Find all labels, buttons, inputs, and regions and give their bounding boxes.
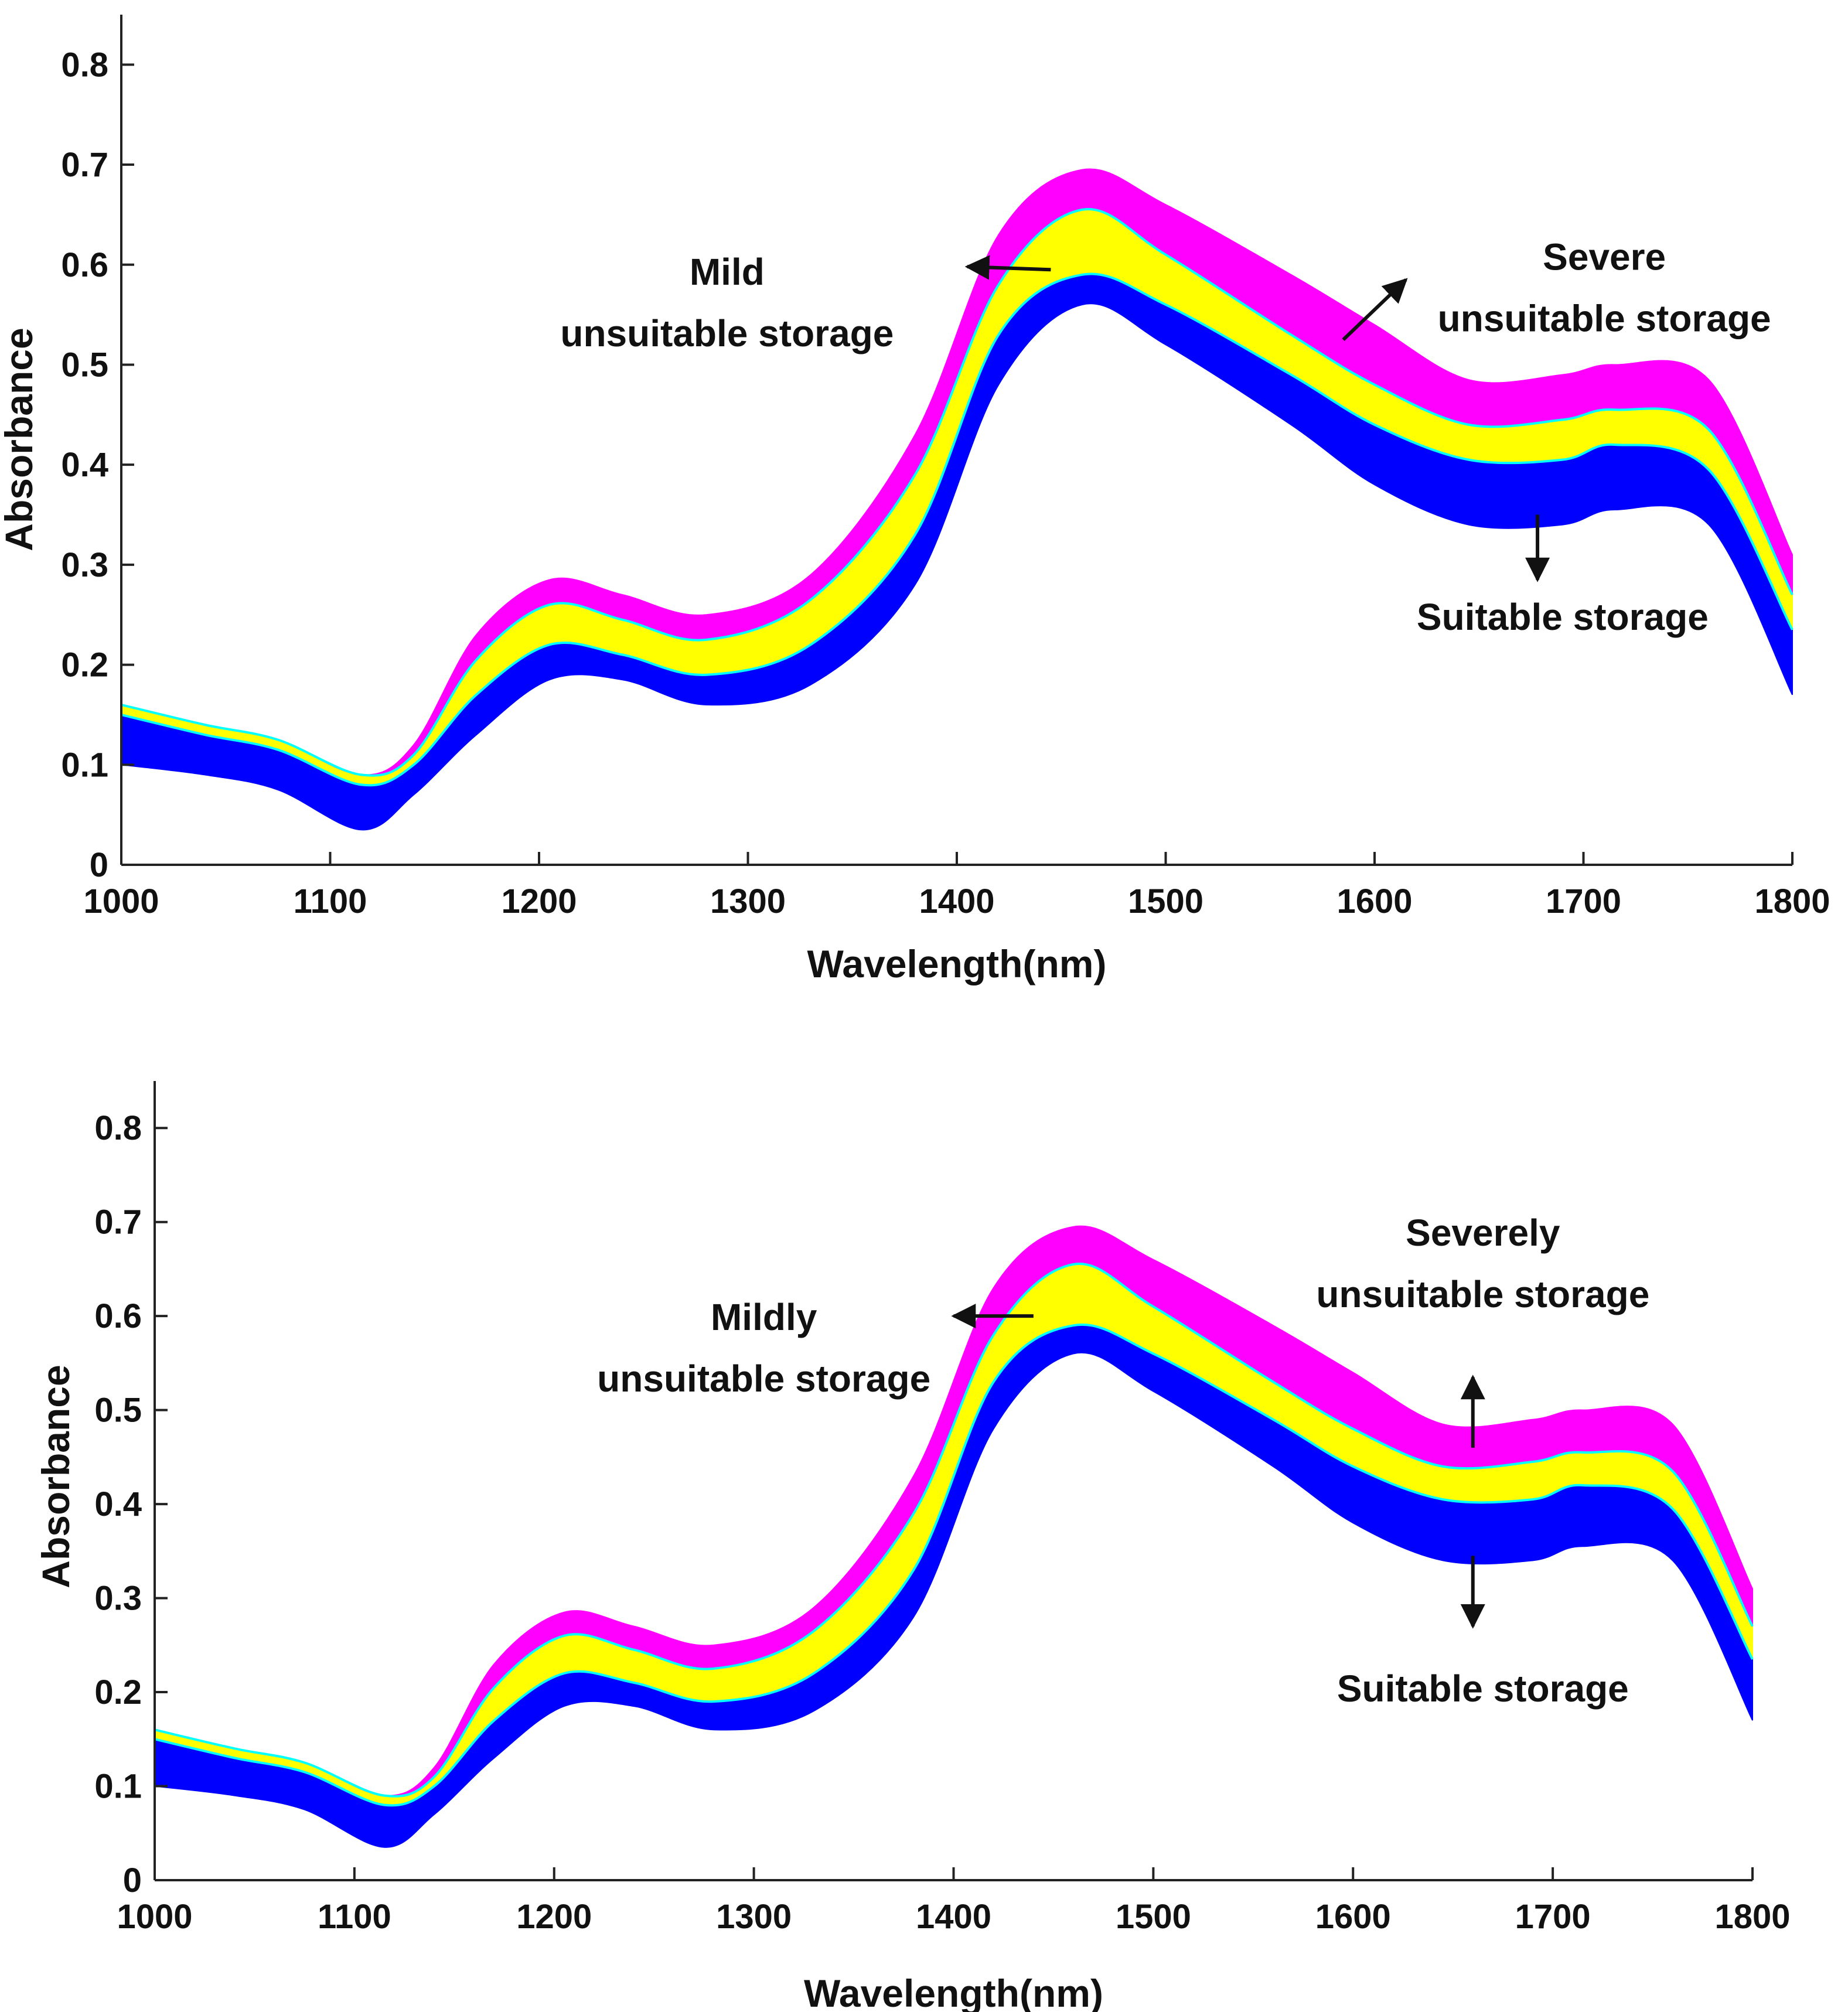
- annotation-severe-arrow: [1342, 278, 1408, 341]
- y-tick-label: 0.3: [61, 546, 108, 584]
- x-tick-label: 1800: [1714, 1898, 1790, 1936]
- x-tick-label: 1700: [1546, 882, 1621, 920]
- y-tick-label: 0.4: [61, 446, 108, 484]
- annotation-mild-label: Mildly: [711, 1296, 817, 1338]
- x-tick-label: 1000: [117, 1898, 192, 1936]
- y-tick-label: 0.1: [61, 746, 108, 784]
- x-tick-label: 1400: [916, 1898, 991, 1936]
- x-tick-label: 1600: [1336, 882, 1412, 920]
- x-tick-label: 1300: [716, 1898, 792, 1936]
- annotation-suitable-label: Suitable storage: [1337, 1667, 1629, 1710]
- band-edge-mild: [121, 207, 1794, 777]
- annotation-severe-label: unsuitable storage: [1316, 1273, 1649, 1315]
- y-tick-label: 0.4: [94, 1485, 142, 1523]
- y-tick-label: 0: [123, 1861, 142, 1900]
- y-tick-label: 0.6: [94, 1297, 142, 1335]
- annotation-suitable-label: Suitable storage: [1417, 596, 1709, 638]
- x-tick-label: 1300: [710, 882, 786, 920]
- y-tick-label: 0.5: [94, 1392, 142, 1430]
- x-tick-label: 1100: [294, 882, 367, 920]
- band-edge-suitable: [121, 272, 1794, 787]
- x-tick-label: 1500: [1116, 1898, 1191, 1936]
- band-edge-mild: [154, 1263, 1754, 1798]
- y-tick-label: 0: [90, 846, 108, 884]
- y-tick-label: 0.5: [61, 346, 108, 384]
- annotation-mild-arrow: [964, 255, 1051, 280]
- y-tick-label: 0.7: [61, 146, 108, 184]
- x-tick-label: 1500: [1128, 882, 1203, 920]
- x-tick-label: 1700: [1515, 1898, 1591, 1936]
- chart-1: 1000 1100 1200 1300 1400 1500 1600 1700 1800 0 0.1…: [0, 15, 1830, 985]
- x-tick-label: 1800: [1754, 882, 1830, 920]
- y-axis-title: Absorbance: [34, 1365, 77, 1588]
- x-tick-label: 1000: [83, 882, 159, 920]
- x-axis-title: Wavelength(nm): [807, 942, 1107, 985]
- band-edge-suitable: [154, 1323, 1754, 1807]
- y-tick-label: 0.1: [94, 1768, 142, 1806]
- annotation-mild-label: unsuitable storage: [597, 1358, 930, 1400]
- annotation-mild-label: unsuitable storage: [560, 312, 894, 354]
- annotation-mild-label: Mild: [690, 251, 765, 293]
- chart-2: 1000 1100 1200 1300 1400 1500 1600 1700 1800 0 0.1…: [34, 1081, 1791, 2012]
- x-tick-label: 1200: [516, 1898, 592, 1936]
- y-tick-label: 0.6: [61, 246, 108, 284]
- annotation-severe-label: Severely: [1406, 1212, 1560, 1254]
- annotation-severe-label: Severe: [1543, 236, 1666, 278]
- y-tick-label: 0.7: [94, 1203, 142, 1242]
- annotation-severe-label: unsuitable storage: [1438, 297, 1771, 339]
- y-tick-label: 0.3: [94, 1580, 142, 1618]
- y-tick-label: 0.2: [61, 646, 108, 684]
- x-tick-label: 1200: [501, 882, 577, 920]
- y-tick-label: 0.2: [94, 1673, 142, 1711]
- y-axis-title: Absorbance: [0, 328, 40, 551]
- x-axis-title: Wavelength(nm): [804, 1972, 1103, 2012]
- x-tick-label: 1100: [318, 1898, 391, 1936]
- x-tick-label: 1400: [919, 882, 994, 920]
- y-tick-label: 0.8: [94, 1109, 142, 1147]
- y-tick-label: 0.8: [61, 46, 108, 84]
- x-tick-label: 1600: [1315, 1898, 1391, 1936]
